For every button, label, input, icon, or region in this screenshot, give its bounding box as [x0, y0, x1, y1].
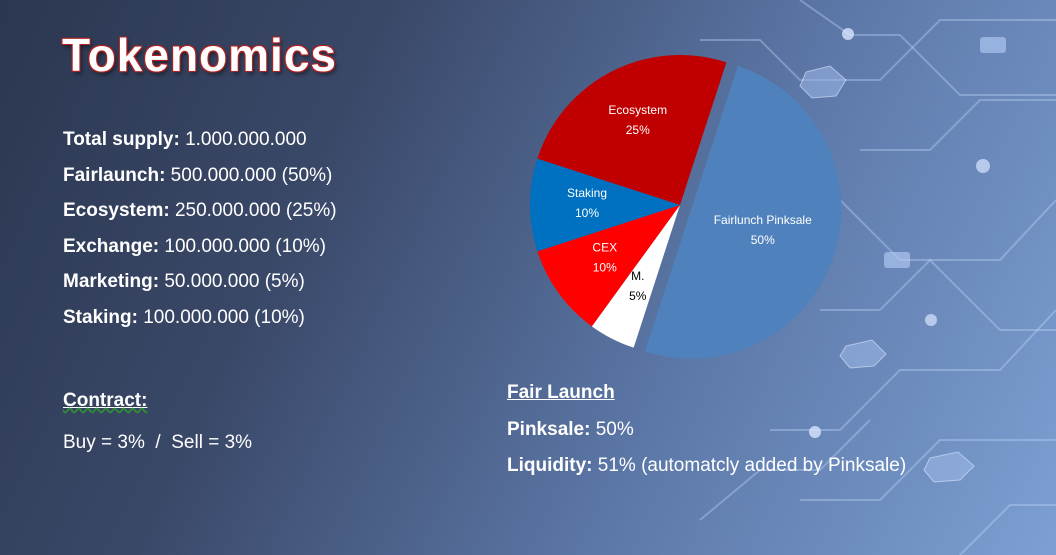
liquidity-row: Liquidity: 51% (automatcly added by Pink…	[507, 454, 906, 490]
pie-slice-name-label: Ecosystem	[608, 103, 667, 117]
stat-total-supply: Total supply: 1.000.000.000	[63, 128, 337, 164]
page-title: Tokenomics	[62, 29, 337, 81]
fair-launch-heading: Fair Launch	[507, 382, 615, 403]
pie-slice-value-label: 10%	[593, 261, 617, 275]
stat-value: 500.000.000 (50%)	[165, 164, 333, 186]
pie-slice-name-label: M.	[631, 269, 644, 283]
pie-slice-m	[591, 205, 680, 348]
stat-label: Exchange:	[63, 235, 160, 257]
stat-label: Total supply:	[63, 129, 180, 150]
tokenomics-pie-chart: Fairlunch Pinksale 50% M. 5% CEX 10% Staking 10…	[530, 54, 842, 359]
stat-exchange: Exchange: 100.000.000 (10%)	[63, 235, 337, 271]
pinksale-label: Pinksale:	[507, 419, 591, 440]
stat-staking: Staking: 100.000.000 (10%)	[63, 306, 337, 342]
pie-slice-ecosystem	[537, 54, 727, 205]
stat-label: Ecosystem:	[63, 200, 170, 222]
stat-value: 100.000.000 (10%)	[137, 306, 305, 328]
stat-label: Marketing:	[63, 271, 160, 293]
pie-slice-staking	[530, 158, 680, 252]
stat-fairlaunch: Fairlaunch: 500.000.000 (50%)	[63, 164, 337, 200]
stat-value: 250.000.000 (25%)	[169, 200, 337, 222]
contract-heading: Contract:	[63, 390, 147, 412]
fair-launch-section: Fair Launch Pinksale: 50% Liquidity: 51%…	[507, 382, 906, 489]
supply-stats: Total supply: 1.000.000.000 Fairlaunch: …	[63, 128, 337, 342]
pie-slice-name-label: CEX	[592, 241, 617, 255]
liquidity-value: 51% (automatcly added by Pinksale)	[592, 454, 907, 476]
pie-slice-fairlunch-pinksale	[645, 66, 842, 359]
pinksale-value: 50%	[590, 419, 634, 440]
stat-label: Fairlaunch:	[63, 164, 166, 186]
pinksale-row: Pinksale: 50%	[507, 418, 906, 454]
pie-slice-cex	[537, 205, 680, 327]
pie-slice-value-label: 50%	[751, 233, 775, 247]
stat-label: Staking:	[63, 306, 138, 328]
pie-slice-name-label: Fairlunch Pinksale	[714, 213, 812, 227]
pie-slice-name-label: Staking	[567, 186, 607, 200]
contract-tax-line: Buy = 3% / Sell = 3%	[63, 432, 253, 453]
pie-slice-value-label: 5%	[629, 289, 647, 303]
pie-slice-value-label: 10%	[575, 206, 599, 220]
pie-slice-value-label: 25%	[626, 123, 650, 137]
stat-value: 100.000.000 (10%)	[159, 235, 326, 257]
liquidity-label: Liquidity:	[507, 454, 593, 476]
stat-value: 1.000.000.000	[179, 129, 307, 150]
stat-ecosystem: Ecosystem: 250.000.000 (25%)	[63, 199, 337, 235]
stat-value: 50.000.000 (5%)	[159, 271, 305, 293]
stat-marketing: Marketing: 50.000.000 (5%)	[63, 270, 337, 306]
contract-heading-text: Contract:	[63, 390, 148, 411]
